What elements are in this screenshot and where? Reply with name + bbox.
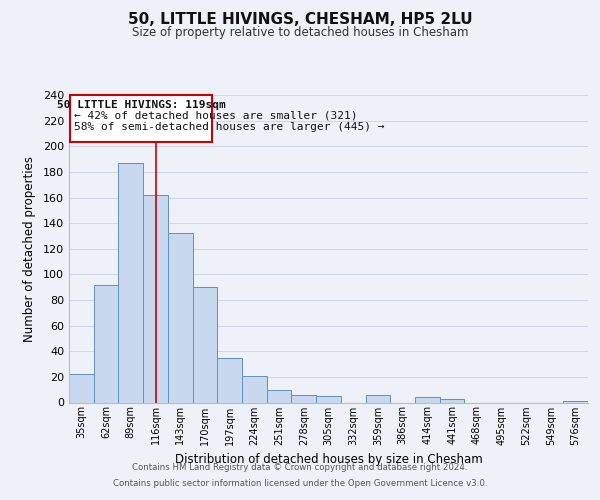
Bar	[316, 396, 341, 402]
FancyBboxPatch shape	[70, 95, 212, 142]
Text: ← 42% of detached houses are smaller (321): ← 42% of detached houses are smaller (32…	[74, 110, 358, 120]
Bar	[563, 401, 588, 402]
Text: 50, LITTLE HIVINGS, CHESHAM, HP5 2LU: 50, LITTLE HIVINGS, CHESHAM, HP5 2LU	[128, 12, 472, 28]
Text: 50 LITTLE HIVINGS: 119sqm: 50 LITTLE HIVINGS: 119sqm	[57, 100, 226, 110]
Bar	[118, 163, 143, 402]
Text: 58% of semi-detached houses are larger (445) →: 58% of semi-detached houses are larger (…	[74, 122, 385, 132]
Bar	[365, 395, 390, 402]
Bar	[69, 374, 94, 402]
Text: Contains HM Land Registry data © Crown copyright and database right 2024.: Contains HM Land Registry data © Crown c…	[132, 462, 468, 471]
Bar	[415, 398, 440, 402]
Bar	[217, 358, 242, 403]
Bar	[168, 234, 193, 402]
Text: Contains public sector information licensed under the Open Government Licence v3: Contains public sector information licen…	[113, 479, 487, 488]
Bar	[94, 284, 118, 403]
Text: Size of property relative to detached houses in Chesham: Size of property relative to detached ho…	[132, 26, 468, 39]
Bar	[267, 390, 292, 402]
Bar	[440, 398, 464, 402]
Y-axis label: Number of detached properties: Number of detached properties	[23, 156, 36, 342]
Bar	[143, 195, 168, 402]
Bar	[242, 376, 267, 402]
Bar	[193, 287, 217, 403]
Bar	[292, 395, 316, 402]
X-axis label: Distribution of detached houses by size in Chesham: Distribution of detached houses by size …	[175, 453, 482, 466]
